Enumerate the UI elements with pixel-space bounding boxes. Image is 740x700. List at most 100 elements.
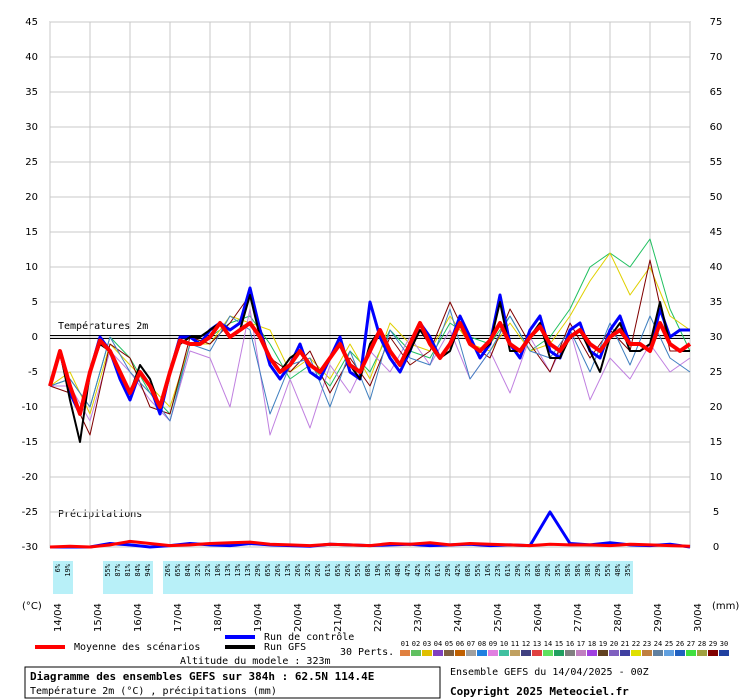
perturbation-swatch: [675, 650, 685, 656]
copyright: Copyright 2025 Meteociel.fr: [450, 685, 629, 698]
perturbation-swatch: [543, 650, 553, 656]
probability-box: [473, 561, 483, 594]
perturbations-title: 30 Perts.: [340, 647, 394, 658]
probability-box: [313, 561, 323, 594]
probability-label: 42%: [414, 563, 422, 576]
probability-box: [443, 561, 453, 594]
perturbation-swatch: [686, 650, 696, 656]
probability-label: 55%: [474, 563, 482, 576]
perturbation-label: 24: [654, 640, 662, 648]
probability-box: [113, 561, 123, 594]
probability-box: [163, 561, 173, 594]
probability-box: [393, 561, 403, 594]
probability-box: [613, 561, 623, 594]
y2-tick-label: 25: [710, 367, 723, 378]
probability-box: [453, 561, 463, 594]
x-tick-label: 23/04: [413, 603, 424, 632]
y-tick-label: -5: [28, 367, 38, 378]
probability-label: 81%: [124, 563, 132, 576]
probability-label: 16%: [484, 563, 492, 576]
probability-label: 94%: [144, 563, 152, 576]
title-box: [24, 666, 441, 699]
probability-box: [573, 561, 583, 594]
perturbation-swatch: [422, 650, 432, 656]
x-tick-label: 30/04: [693, 603, 704, 632]
perturbation-label: 27: [687, 640, 695, 648]
perturbation-label: 06: [456, 640, 464, 648]
probability-label: 35%: [554, 563, 562, 576]
perturbation-swatch: [400, 650, 410, 656]
y-tick-label: 25: [25, 157, 38, 168]
probability-box: [563, 561, 573, 594]
perturbation-label: 29: [709, 640, 717, 648]
y2-tick-label: 50: [710, 192, 723, 203]
probability-label: 48%: [394, 563, 402, 576]
probability-label: 29%: [254, 563, 262, 576]
perturbation-label: 07: [467, 640, 475, 648]
probability-label: 65%: [334, 563, 342, 576]
perturbation-swatch: [598, 650, 608, 656]
y2-tick-label: 65: [710, 87, 723, 98]
perturbation-swatch: [697, 650, 707, 656]
probability-box: [123, 561, 133, 594]
y-tick-label: 45: [25, 17, 38, 28]
probability-box: [333, 561, 343, 594]
perturbation-swatch: [719, 650, 729, 656]
probability-label: 35%: [624, 563, 632, 576]
probability-box: [103, 561, 113, 594]
chart-title: Diagramme des ensembles GEFS sur 384h : …: [30, 670, 374, 683]
y-tick-label: -20: [22, 472, 38, 483]
perturbation-label: 14: [544, 640, 552, 648]
probability-label: 6%: [54, 563, 62, 572]
perturbation-swatch: [708, 650, 718, 656]
probability-label: 84%: [184, 563, 192, 576]
probability-box: [233, 561, 243, 594]
perturbation-label: 12: [522, 640, 530, 648]
perturbation-label: 21: [621, 640, 629, 648]
probability-box: [343, 561, 353, 594]
run-label: Ensemble GEFS du 14/04/2025 - 00Z: [450, 667, 649, 678]
probability-label: 48%: [614, 563, 622, 576]
probability-label: 68%: [364, 563, 372, 576]
probability-label: 68%: [534, 563, 542, 576]
probability-label: 84%: [134, 563, 142, 576]
y-tick-label: -30: [22, 542, 38, 553]
probability-box: [223, 561, 233, 594]
perturbation-label: 09: [489, 640, 497, 648]
probability-box: [203, 561, 213, 594]
probability-label: 19%: [374, 563, 382, 576]
member-line: [49, 252, 691, 415]
probability-box: [283, 561, 293, 594]
probability-box: [433, 561, 443, 594]
x-tick-label: 18/04: [213, 603, 224, 632]
probability-box: [173, 561, 183, 594]
perturbation-swatch: [631, 650, 641, 656]
probability-box: [503, 561, 513, 594]
probability-label: 55%: [354, 563, 362, 576]
probability-box: [353, 561, 363, 594]
perturbation-label: 18: [588, 640, 596, 648]
probability-label: 61%: [504, 563, 512, 576]
probability-label: 26%: [294, 563, 302, 576]
probability-box: [243, 561, 253, 594]
perturbation-label: 30: [720, 640, 728, 648]
perturbation-swatch: [444, 650, 454, 656]
probability-label: 58%: [564, 563, 572, 576]
perturbation-label: 10: [500, 640, 508, 648]
probability-box: [623, 561, 633, 594]
x-tick-label: 24/04: [453, 603, 464, 632]
probability-box: [543, 561, 553, 594]
y-tick-label: 35: [25, 87, 38, 98]
probability-label: 32%: [304, 563, 312, 576]
x-tick-label: 20/04: [293, 603, 304, 632]
perturbation-label: 28: [698, 640, 706, 648]
legend-label: Run de contrôle: [264, 631, 354, 643]
probability-label: 29%: [594, 563, 602, 576]
probability-label: 61%: [434, 563, 442, 576]
probability-label: 19%: [64, 563, 72, 576]
perturbation-label: 19: [599, 640, 607, 648]
probability-label: 13%: [234, 563, 242, 576]
x-tick-label: 14/04: [53, 603, 64, 632]
probability-box: [493, 561, 503, 594]
